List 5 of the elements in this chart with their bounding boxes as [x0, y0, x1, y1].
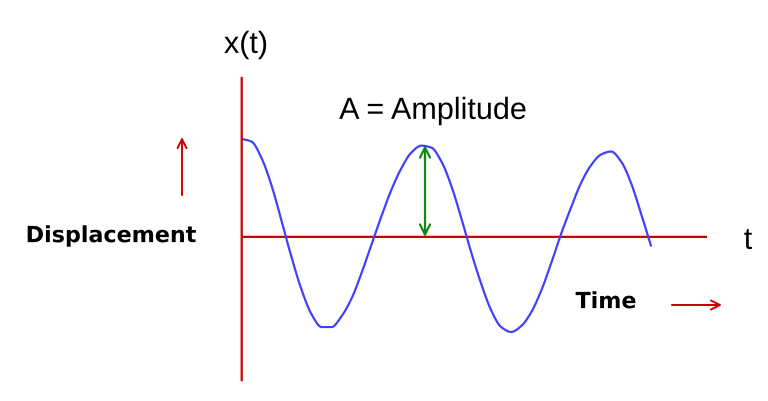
annotation: Time [576, 291, 636, 308]
y-axis-title: x(t) [224, 30, 266, 60]
x-axis-title: t [744, 229, 752, 250]
text: Displacement [28, 225, 196, 247]
text: A = Amplitude [339, 96, 526, 126]
